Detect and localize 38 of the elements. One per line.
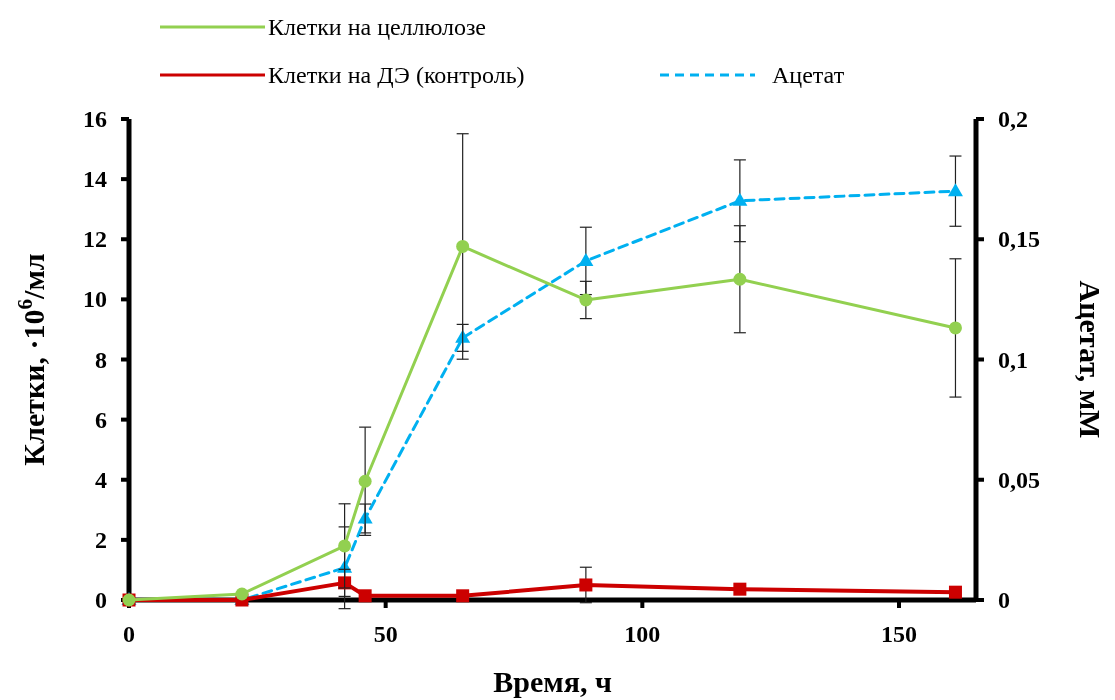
- y2-tick-label: 0,05: [998, 466, 1040, 493]
- y-tick-label: 4: [95, 466, 107, 493]
- legend-label: Ацетат: [772, 62, 845, 88]
- x-axis-title: Время, ч: [493, 665, 612, 698]
- y-tick-label: 6: [95, 406, 107, 433]
- y-tick-label: 8: [95, 346, 107, 373]
- y2-tick-label: 0: [998, 587, 1010, 613]
- y-tick-label: 0: [95, 587, 107, 613]
- point: [579, 578, 593, 592]
- y-tick-label: 12: [83, 226, 107, 253]
- point: [732, 192, 748, 206]
- point: [733, 272, 747, 286]
- legend-label: Клетки на ДЭ (контроль): [268, 62, 525, 88]
- y-tick-label: 14: [83, 166, 107, 193]
- point: [948, 585, 962, 599]
- point: [358, 589, 372, 603]
- point: [358, 474, 372, 488]
- point: [456, 239, 470, 253]
- y2-axis-title: Ацетат, мМ: [1074, 280, 1107, 439]
- point: [456, 589, 470, 603]
- y2-tick-label: 0,15: [998, 226, 1040, 253]
- y-tick-label: 2: [95, 526, 107, 553]
- y2-tick-label: 0,1: [998, 346, 1028, 373]
- point: [948, 321, 962, 335]
- point: [235, 587, 249, 601]
- y-tick-label: 16: [83, 106, 107, 132]
- x-tick-label: 100: [624, 621, 661, 647]
- point: [733, 582, 747, 596]
- point: [947, 183, 963, 197]
- point: [579, 293, 593, 307]
- x-tick-label: 150: [881, 621, 917, 647]
- point: [578, 252, 594, 266]
- legend-label: Клетки на целлюлозе: [268, 14, 487, 40]
- x-tick-label: 50: [373, 621, 398, 647]
- x-tick-label: 0: [123, 621, 135, 647]
- y-tick-label: 10: [83, 286, 107, 313]
- y2-tick-label: 0,2: [998, 106, 1028, 132]
- point: [338, 539, 352, 553]
